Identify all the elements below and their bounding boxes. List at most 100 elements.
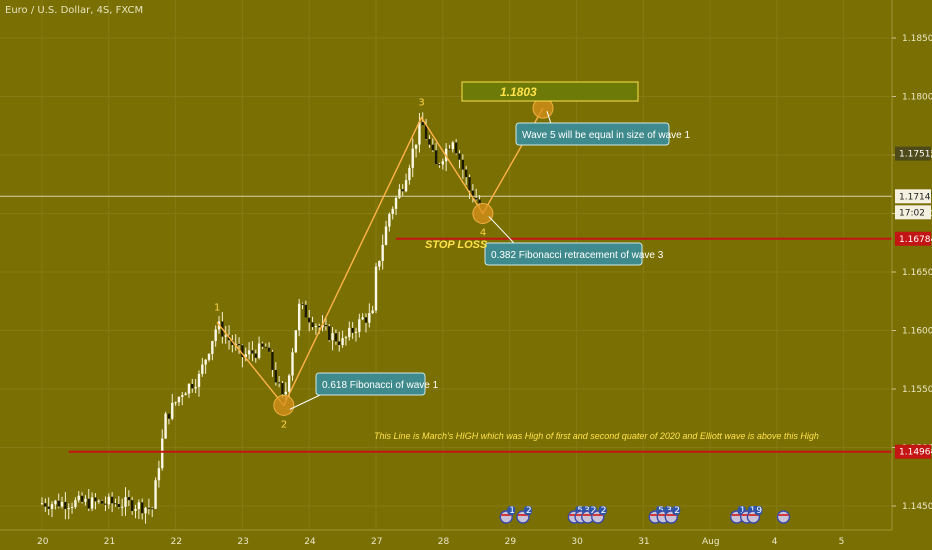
event-marker[interactable]: 9 (746, 506, 763, 524)
price-tag-1-14964-text: 1.14964 (899, 448, 932, 458)
candle (458, 150, 461, 169)
wave-point-circle (273, 394, 295, 416)
candle (311, 316, 314, 331)
candle (60, 496, 64, 509)
candle (411, 138, 414, 178)
candle (187, 383, 191, 398)
candle (391, 206, 394, 220)
event-marker[interactable]: 2 (591, 506, 607, 524)
wave-label-3: 3 (418, 98, 424, 109)
candle (475, 188, 478, 201)
event-badge: 2 (526, 506, 532, 516)
candle (100, 499, 104, 505)
candle (261, 341, 264, 349)
event-marker[interactable]: 2 (516, 506, 532, 524)
candle (207, 353, 211, 362)
candle (334, 329, 338, 345)
event-marker[interactable]: 1 (499, 506, 516, 524)
candle (194, 379, 197, 394)
candle (354, 327, 358, 342)
callout-fib-382-text: 0.382 Fibonacci retracement of wave 3 (491, 250, 664, 261)
candle (418, 113, 421, 153)
candle (297, 298, 301, 337)
candle (267, 342, 271, 353)
date-tick: 29 (505, 537, 517, 547)
callout-fib-618: 0.618 Fibonacci of wave 1 (289, 372, 439, 410)
event-marker[interactable]: 2 (664, 506, 681, 524)
candle (201, 357, 204, 377)
symbol-title: Euro / U.S. Dollar, 4S, FXCM (5, 5, 143, 16)
candle (127, 490, 131, 507)
candle (388, 212, 391, 232)
callout-wave-5-text: Wave 5 will be equal in size of wave 1 (522, 130, 690, 141)
candle (441, 158, 444, 170)
date-tick: 27 (371, 537, 382, 547)
candle (204, 358, 207, 374)
event-marker[interactable]: 2 (581, 506, 597, 524)
candle (57, 493, 60, 509)
candle (120, 498, 124, 517)
candle (234, 334, 237, 351)
candle (117, 496, 121, 509)
horizontal-lines (0, 195, 892, 453)
date-tick: 21 (104, 537, 115, 547)
candle (454, 138, 458, 155)
event-badge: 1 (740, 506, 746, 516)
event-marker[interactable]: 1 (730, 506, 746, 524)
candle (358, 313, 361, 338)
price-tag-current: 1.17147 (895, 189, 932, 204)
price-tick: 1.16500 (902, 268, 932, 278)
candle (271, 349, 274, 377)
candle (144, 506, 147, 524)
candle (94, 493, 97, 510)
price-tick: 1.18500 (902, 34, 932, 44)
price-tag-1-16784-text: 1.16784 (899, 235, 932, 245)
price-tag-1-16784: 1.16784 (895, 231, 932, 246)
price-tag-1-14964: 1.14964 (895, 444, 932, 459)
candle (167, 413, 171, 425)
march-high-annotation: This Line is March's HIGH which was High… (374, 431, 819, 441)
candle (374, 262, 378, 314)
candle (424, 118, 428, 140)
candle (348, 321, 351, 341)
candle (77, 491, 80, 503)
candle (368, 303, 371, 328)
candle (294, 330, 298, 353)
candle (237, 337, 241, 354)
candle (254, 349, 257, 363)
candle (181, 392, 184, 406)
candle (50, 501, 54, 518)
date-tick: 24 (304, 537, 316, 547)
candle (214, 325, 217, 347)
candle (157, 460, 161, 488)
candle (54, 499, 57, 510)
candle (434, 142, 438, 165)
target-price: 1.1803 (500, 85, 537, 99)
candle (84, 495, 87, 506)
price-tick: 1.18000 (902, 93, 932, 103)
date-tick: 5 (839, 537, 845, 547)
price-tick: 1.14500 (902, 502, 932, 512)
candle (184, 391, 187, 396)
candle (264, 343, 267, 348)
candle (134, 504, 137, 519)
candle (361, 313, 364, 321)
candle (371, 305, 374, 315)
candle (67, 503, 70, 520)
date-tick: 20 (37, 537, 49, 547)
candle (151, 506, 154, 518)
target-box: 1.1803 (461, 81, 639, 102)
candle (171, 393, 174, 421)
candle (177, 396, 181, 406)
candle (431, 138, 434, 152)
candle (80, 492, 84, 504)
candle (291, 348, 294, 381)
candle (394, 195, 398, 216)
candle (104, 496, 107, 512)
candle (384, 220, 388, 246)
callout-fib-618-text: 0.618 Fibonacci of wave 1 (322, 380, 439, 391)
event-marker[interactable] (776, 510, 791, 524)
candle (114, 498, 117, 507)
candle (197, 370, 201, 397)
